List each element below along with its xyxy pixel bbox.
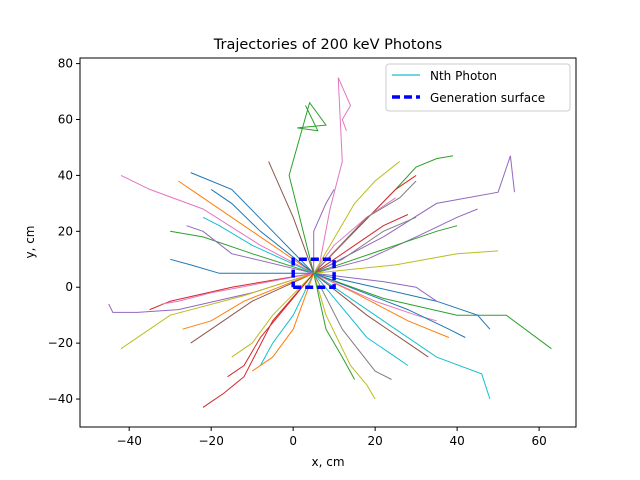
y-tick-label: 0 [65,280,73,294]
photon-trajectory-11 [120,174,314,274]
photon-trajectory-4 [313,272,552,350]
photon-trajectory-20 [170,230,314,274]
photon-trajectory-41 [161,272,314,305]
plot-frame [79,57,577,428]
photon-trajectory-36 [170,258,314,274]
photon-trajectory-5 [313,155,515,274]
photon-trajectory-40 [313,225,458,274]
photon-trajectory-42 [313,272,409,366]
photon-trajectory-2 [317,77,352,274]
x-axis: −40 −20 0 20 40 60 [117,427,547,448]
x-tick-label: 60 [531,434,546,448]
trajectories-layer [108,77,552,408]
generation-surface-layer [291,257,336,289]
photon-trajectory-8 [202,272,315,408]
x-axis-label: x, cm [311,455,344,469]
photon-trajectory-18 [190,172,315,274]
legend-label-nth-photon: Nth Photon [430,69,497,83]
photon-trajectory-45 [186,225,314,274]
x-tick-label: 20 [367,434,382,448]
photon-trajectory-7 [120,272,314,350]
photon-trajectory-34 [231,272,315,358]
legend-box [385,63,571,112]
x-tick-label: 40 [449,434,464,448]
photon-trajectory-12 [313,208,478,274]
photon-trajectory-10 [313,273,376,400]
y-tick-label: −20 [48,336,73,350]
legend: Nth Photon Generation surface [385,63,571,112]
photon-trajectory-46 [313,272,466,338]
chart-title: Trajectories of 200 keV Photons [213,37,442,53]
photon-trajectory-6 [313,272,491,400]
photon-trajectory-23 [313,250,499,274]
photon-trajectory-32 [202,216,314,274]
photon-trajectory-17 [313,273,392,380]
y-tick-label: 60 [58,113,73,127]
photon-trajectory-9 [313,155,454,274]
photon-trajectory-33 [313,214,409,274]
y-tick-label: 40 [58,168,73,182]
photon-trajectory-35 [313,272,437,302]
legend-label-generation-surface: Generation surface [430,91,545,105]
photon-trajectory-43 [227,272,315,378]
photon-trajectory-24 [149,272,314,311]
photon-trajectory-27 [210,188,315,274]
photon-trajectory-29 [182,272,314,330]
y-tick-label: 80 [58,57,73,71]
photon-trajectory-1 [288,101,327,274]
photon-trajectory-21 [313,197,396,274]
x-tick-label: −40 [117,434,142,448]
photon-trajectory-28 [313,216,417,274]
y-axis: −40 −20 0 20 40 60 80 [48,57,80,406]
x-tick-label: −20 [199,434,224,448]
x-tick-label: 0 [289,434,297,448]
photon-trajectory-26 [313,272,429,358]
photon-trajectory-38 [313,180,417,274]
photon-trajectory-30 [313,273,356,380]
photon-trajectory-25 [313,189,335,274]
photon-trajectory-39 [251,273,315,372]
y-tick-label: 20 [58,224,73,238]
generation-surface [291,257,336,289]
photon-trajectory-13 [178,180,314,274]
photon-trajectory-37 [268,161,315,274]
photon-trajectory-14 [313,272,491,330]
photon-trajectory-15 [190,272,314,344]
y-tick-label: −40 [48,392,73,406]
y-axis-label: y, cm [23,225,37,258]
photon-trajectory-44 [313,161,401,274]
photon-trajectory-22 [259,273,315,366]
